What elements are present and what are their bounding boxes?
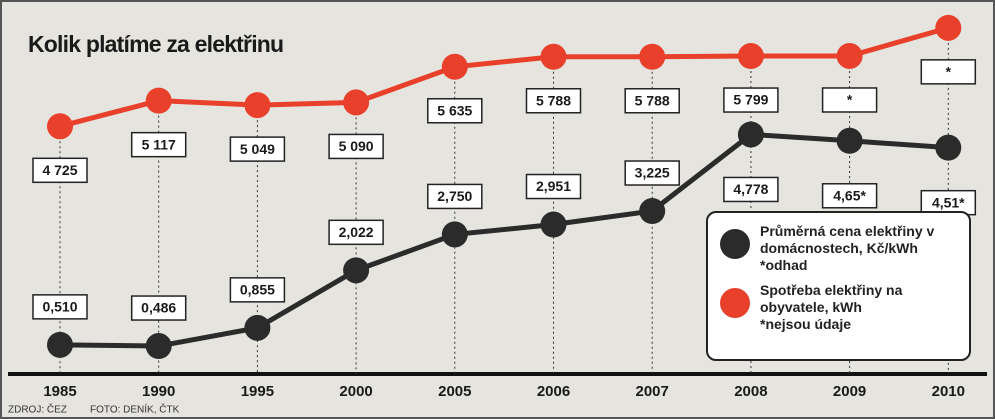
data-point [540, 43, 567, 70]
data-point [836, 127, 863, 154]
data-point [47, 113, 73, 140]
value-label-box [328, 219, 384, 246]
value-label-box [920, 59, 977, 85]
value-label: 5 117 [142, 136, 176, 152]
value-label: 0,510 [42, 299, 77, 315]
data-point [343, 89, 370, 116]
value-label: 5 788 [536, 92, 571, 108]
value-label: 0,486 [141, 300, 176, 316]
x-tick-label: 2008 [734, 383, 767, 400]
data-point [737, 43, 764, 70]
value-label: 2,022 [339, 224, 374, 240]
legend-text: Průměrná cena elektřiny v domácnostech, … [760, 223, 940, 274]
x-tick-label: 1995 [241, 383, 274, 400]
legend-label: Průměrná cena elektřiny v domácnostech, … [760, 223, 935, 256]
legend-swatch [720, 229, 750, 259]
value-label: * [946, 64, 952, 80]
data-point [639, 198, 666, 225]
value-label-box [723, 176, 779, 203]
data-point [145, 333, 172, 360]
value-label-box [821, 87, 878, 113]
value-label-box [32, 157, 88, 184]
value-label-box [32, 294, 88, 320]
x-tick-label: 2010 [932, 383, 965, 400]
data-point [244, 92, 271, 119]
x-tick-label: 2000 [339, 383, 372, 400]
value-label: 4,65* [833, 187, 866, 203]
value-label: 5 788 [635, 92, 670, 108]
legend-text: Spotřeba elektřiny na obyvatele, kWh *nej… [760, 282, 940, 333]
value-label-box [920, 189, 977, 216]
data-point [639, 43, 666, 70]
data-point [540, 211, 567, 238]
legend-entry: Spotřeba elektřiny na obyvatele, kWh *nej… [720, 282, 959, 333]
value-label: 5 799 [733, 92, 768, 108]
legend: Průměrná cena elektřiny v domácnostech, … [706, 211, 971, 361]
value-label-box [328, 133, 384, 160]
data-point [343, 257, 370, 284]
value-label: 2,750 [437, 188, 472, 204]
legend-note: *odhad [760, 257, 808, 273]
value-label-box [229, 136, 286, 162]
value-label: 3,225 [635, 165, 670, 181]
value-label-box [130, 131, 187, 158]
value-label-box [229, 277, 286, 303]
series-line [59, 131, 949, 349]
value-label-box [624, 160, 680, 186]
x-tick-label: 2005 [438, 383, 471, 400]
chart-title: Kolik platíme za elektřinu [28, 31, 283, 57]
value-label: 5 049 [240, 141, 275, 157]
value-label: 4,778 [733, 181, 768, 197]
legend-label: Spotřeba elektřiny na obyvatele, kWh [760, 282, 903, 315]
value-label-box [427, 183, 483, 210]
x-tick-label: 2007 [636, 383, 669, 400]
source: ZDROJ: ČEZ [8, 403, 67, 416]
value-label: 2,951 [536, 178, 571, 194]
value-label-box [525, 88, 582, 114]
value-label-box [624, 88, 680, 114]
value-label: * [847, 92, 853, 108]
legend-note: *nejsou údaje [760, 316, 852, 332]
value-label-box [525, 173, 582, 200]
series-line [59, 25, 949, 129]
value-label: 5 090 [339, 138, 374, 154]
x-tick-label: 2009 [833, 383, 866, 400]
value-label: 4 725 [42, 162, 77, 178]
photo-credit: FOTO: DENÍK, ČTK [90, 403, 180, 416]
data-point [441, 221, 468, 248]
legend-entry: Průměrná cena elektřiny v domácnostech, … [720, 223, 959, 274]
x-tick-label: 1990 [142, 383, 175, 400]
value-label: 5 635 [437, 102, 472, 118]
data-point [244, 314, 271, 341]
legend-swatch [720, 288, 750, 318]
value-label-box [821, 183, 878, 209]
data-point [836, 42, 863, 69]
x-tick-label: 1985 [43, 383, 76, 400]
value-label: 0,855 [240, 282, 275, 298]
value-label: 4,51* [932, 194, 965, 210]
value-label-box [723, 87, 779, 113]
data-point [47, 331, 73, 358]
data-point [145, 87, 172, 114]
data-point [935, 134, 962, 161]
x-tick-label: 2006 [537, 383, 570, 400]
value-label-box [427, 98, 483, 124]
data-point [441, 53, 468, 80]
data-point [935, 14, 962, 41]
data-point [737, 121, 764, 148]
value-label-box [130, 295, 187, 321]
